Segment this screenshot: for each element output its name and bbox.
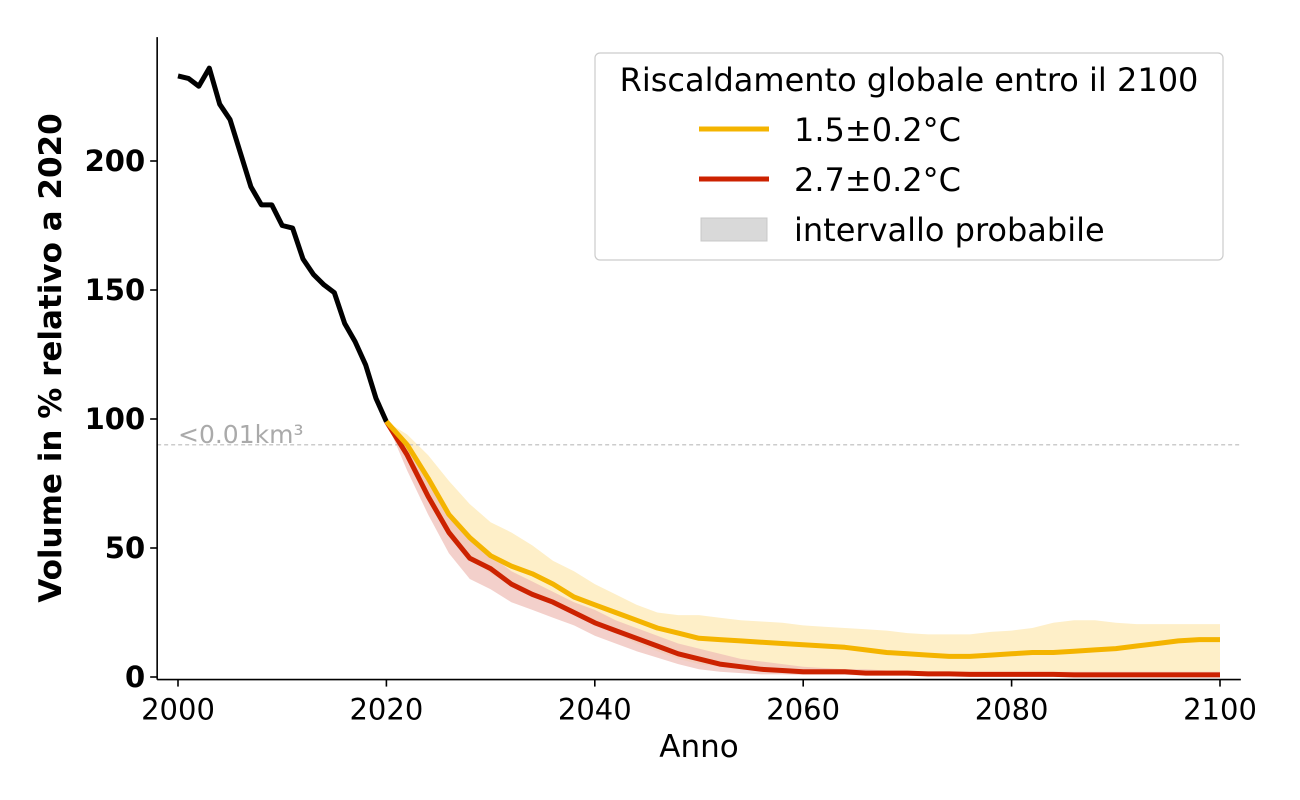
x-tick-label: 2080 (975, 693, 1049, 727)
band-2-7 (386, 421, 1220, 676)
series-line-1-5 (384, 419, 1220, 659)
y-tick-label: 200 (85, 144, 146, 178)
series-line-2-7 (384, 420, 1220, 678)
y-tick-label: 150 (85, 273, 146, 307)
historical-line (177, 65, 389, 423)
series-lines (177, 65, 1220, 678)
reference-line-label: <0.01km³ (178, 420, 303, 449)
x-tick-label: 2040 (558, 693, 632, 727)
x-tick-label: 2000 (141, 693, 215, 727)
x-axis-title: Anno (659, 729, 738, 765)
x-tick-label: 2020 (349, 693, 423, 727)
confidence-bands (386, 421, 1220, 676)
y-tick-label: 100 (85, 402, 146, 436)
legend-label-interval: intervallo probabile (794, 211, 1105, 249)
y-tick-label: 50 (105, 531, 145, 565)
y-axis-title: Volume in % relativo a 2020 (33, 113, 69, 602)
y-tick-label: 0 (125, 660, 145, 694)
reference-line-group: <0.01km³ (157, 420, 1241, 449)
x-tick-label: 2100 (1183, 693, 1257, 727)
legend-swatch-interval (700, 217, 768, 242)
legend-label-1-5: 1.5±0.2°C (794, 111, 961, 149)
x-axis-ticks: 2000 2020 2040 2060 2080 2100 (141, 679, 1257, 727)
band-1-5 (386, 421, 1220, 675)
y-axis-ticks: 0 50 100 150 200 (85, 144, 158, 694)
legend-title: Riscaldamento globale entro il 2100 (620, 61, 1199, 99)
legend: Riscaldamento globale entro il 2100 1.5±… (594, 52, 1224, 261)
legend-box (594, 52, 1224, 261)
x-tick-label: 2060 (766, 693, 840, 727)
legend-label-2-7: 2.7±0.2°C (794, 161, 961, 199)
